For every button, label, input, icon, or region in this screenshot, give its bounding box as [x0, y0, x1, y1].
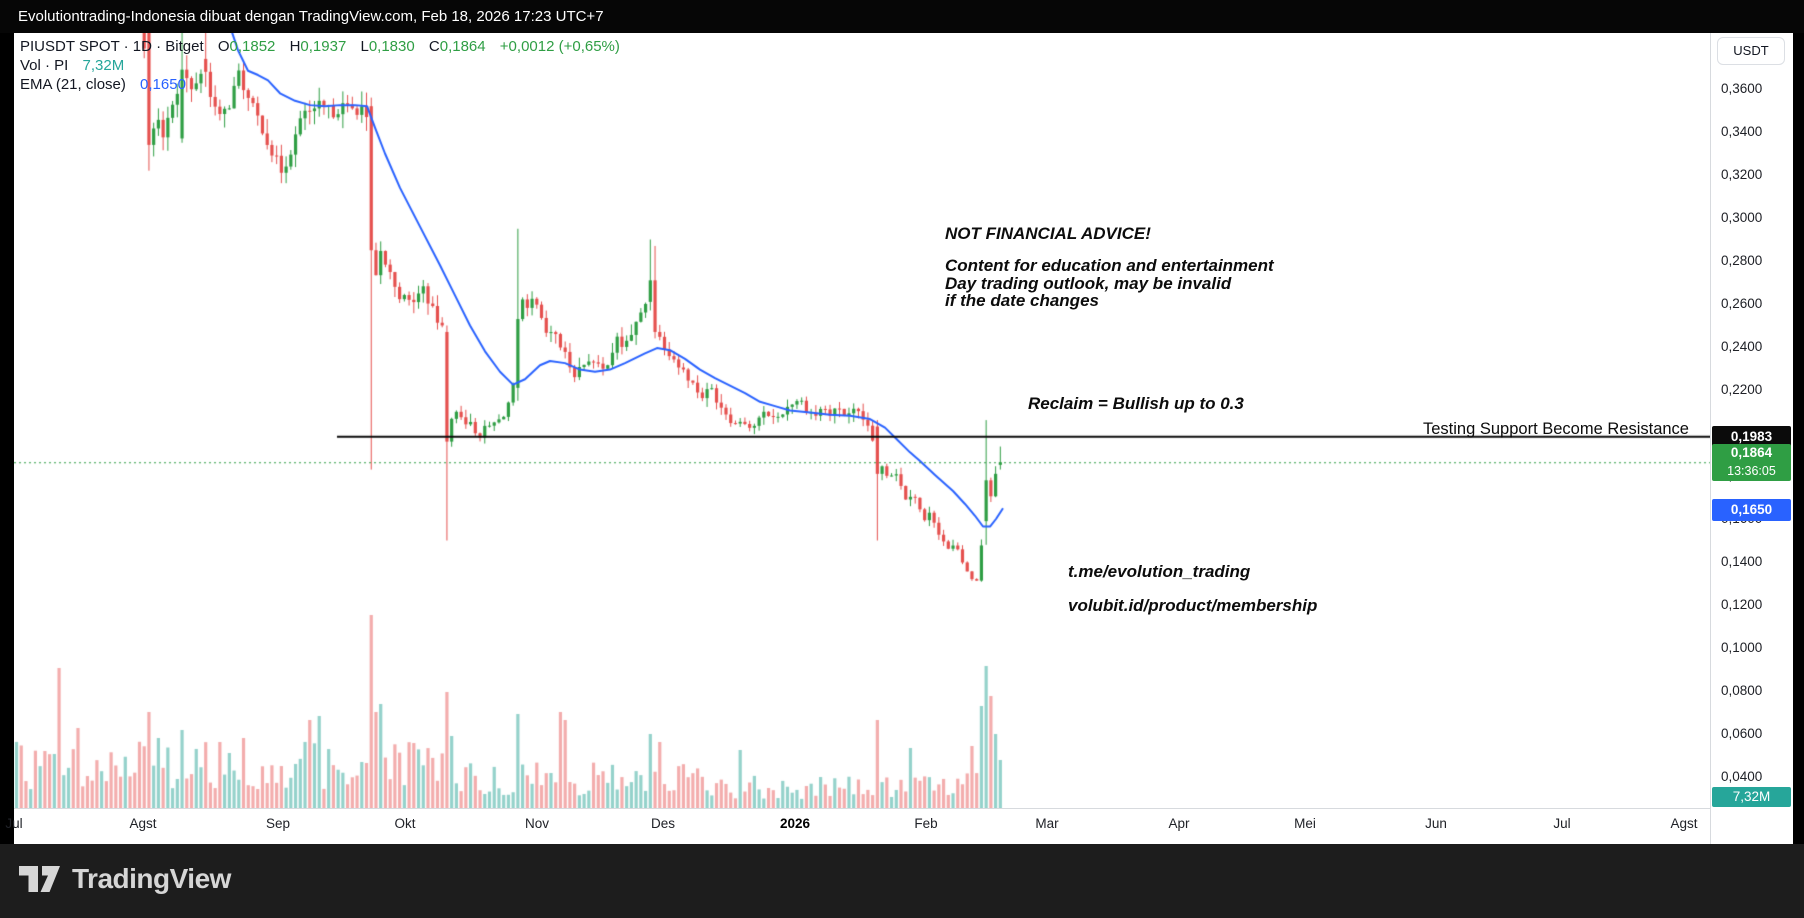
currency-toggle-button[interactable]: USDT [1717, 37, 1785, 65]
time-axis[interactable]: Jul Agst Sep Okt Nov Des 2026 Feb Mar Apr Mei Jun Ju… [5, 808, 1710, 845]
time-axis-label: Nov [524, 816, 550, 831]
annotation-telegram-link[interactable]: t.me/evolution_trading [1068, 562, 1251, 581]
time-axis-label: Jun [1425, 816, 1447, 831]
ohlc-high-label: H [289, 38, 301, 55]
ohlc-high-value: 0,1937 [300, 38, 347, 55]
price-axis[interactable]: USDT 0,3600 0,3400 0,3200 0,3000 0,2800 0,260… [1710, 33, 1793, 844]
price-axis-label: 0,1000 [1721, 640, 1763, 655]
time-axis-label: Sep [265, 816, 291, 831]
annotation-website-link[interactable]: volubit.id/product/membership [1068, 596, 1318, 615]
annotation-reclaim-bullish[interactable]: Reclaim = Bullish up to 0.3 [1028, 394, 1244, 413]
volume-label: Vol · PI [20, 57, 69, 74]
annotation-testing-support[interactable]: Testing Support Become Resistance [1423, 420, 1689, 438]
tradingview-logo-icon [19, 866, 60, 892]
title-text: Evolutiontrading-Indonesia dibuat dengan… [18, 8, 604, 25]
price-axis-label: 0,3600 [1721, 81, 1763, 96]
last-price-value: 0,1864 [1730, 445, 1773, 460]
time-axis-label: Jul [1553, 816, 1571, 831]
ohlc-open-value: 0,1852 [229, 38, 276, 55]
legend-symbol-row[interactable]: PIUSDT SPOT · 1D · Bitget O0,1852 H0,193… [20, 37, 620, 56]
time-axis-label: Mei [1294, 816, 1316, 831]
tradingview-wordmark: TradingView [72, 863, 231, 894]
ema-price-badge: 0,1650 [1712, 499, 1791, 521]
bar-countdown: 13:36:05 [1727, 464, 1776, 478]
annotation-education-line2: Day trading outlook, may be invalid [945, 273, 1232, 293]
last-price-badge: 0,1864 13:36:05 [1712, 444, 1791, 481]
ema-label: EMA (21, close) [20, 76, 126, 93]
time-axis-label: Jul [5, 816, 23, 831]
chart-legend: PIUSDT SPOT · 1D · Bitget O0,1852 H0,193… [20, 37, 620, 94]
price-axis-label: 0,3200 [1721, 167, 1763, 182]
time-axis-label: Agst [1670, 816, 1698, 831]
ohlc-open-label: O [217, 38, 230, 55]
time-axis-label: Des [650, 816, 676, 831]
volume-badge: 7,32M [1712, 787, 1791, 807]
time-axis-label: Feb [914, 816, 938, 831]
price-axis-label: 0,3000 [1721, 210, 1763, 225]
ohlc-low-value: 0,1830 [368, 38, 415, 55]
annotation-not-financial-advice[interactable]: NOT FINANCIAL ADVICE! [945, 224, 1151, 243]
price-axis-label: 0,3400 [1721, 124, 1763, 139]
price-axis-label: 0,2600 [1721, 296, 1763, 311]
price-axis-label: 0,2200 [1721, 382, 1763, 397]
footer-bar: TradingView [0, 844, 1804, 918]
change-value: +0,0012 (+0,65%) [499, 38, 620, 55]
time-axis-label: Mar [1035, 816, 1059, 831]
volume-value: 7,32M [82, 57, 125, 74]
ema-value: 0,1650 [140, 76, 186, 93]
tradingview-logo[interactable]: TradingView [16, 862, 231, 896]
legend-volume-row[interactable]: Vol · PI 7,32M [20, 56, 620, 75]
annotation-education-note[interactable]: Content for education and entertainment … [945, 257, 1274, 310]
chart-window: PIUSDT SPOT · 1D · Bitget O0,1852 H0,193… [5, 33, 1793, 845]
legend-ema-row[interactable]: EMA (21, close) 0,1650 [20, 75, 620, 94]
ohlc-low-label: L [360, 38, 369, 55]
ohlc-close-value: 0,1864 [439, 38, 486, 55]
ohlc-close-label: C [428, 38, 440, 55]
resistance-price-badge: 0,1983 [1712, 426, 1791, 448]
price-axis-label: 0,1200 [1721, 597, 1763, 612]
price-axis-label: 0,0400 [1721, 769, 1763, 784]
price-axis-label: 0,2400 [1721, 339, 1763, 354]
annotation-education-line3: if the date changes [945, 291, 1099, 310]
price-axis-label: 0,0800 [1721, 683, 1763, 698]
price-axis-label: 0,0600 [1721, 726, 1763, 741]
price-axis-label: 0,1400 [1721, 554, 1763, 569]
time-axis-label: 2026 [779, 816, 811, 831]
time-axis-label: Okt [394, 816, 416, 831]
price-axis-label: 0,2800 [1721, 253, 1763, 268]
time-axis-label: Apr [1168, 816, 1190, 831]
price-chart-canvas[interactable] [14, 33, 1710, 808]
time-axis-label: Agst [129, 816, 157, 831]
annotation-education-line1: Content for education and entertainment [945, 256, 1274, 275]
title-bar: Evolutiontrading-Indonesia dibuat dengan… [0, 0, 1804, 33]
symbol-title: PIUSDT SPOT · 1D · Bitget [20, 38, 204, 55]
